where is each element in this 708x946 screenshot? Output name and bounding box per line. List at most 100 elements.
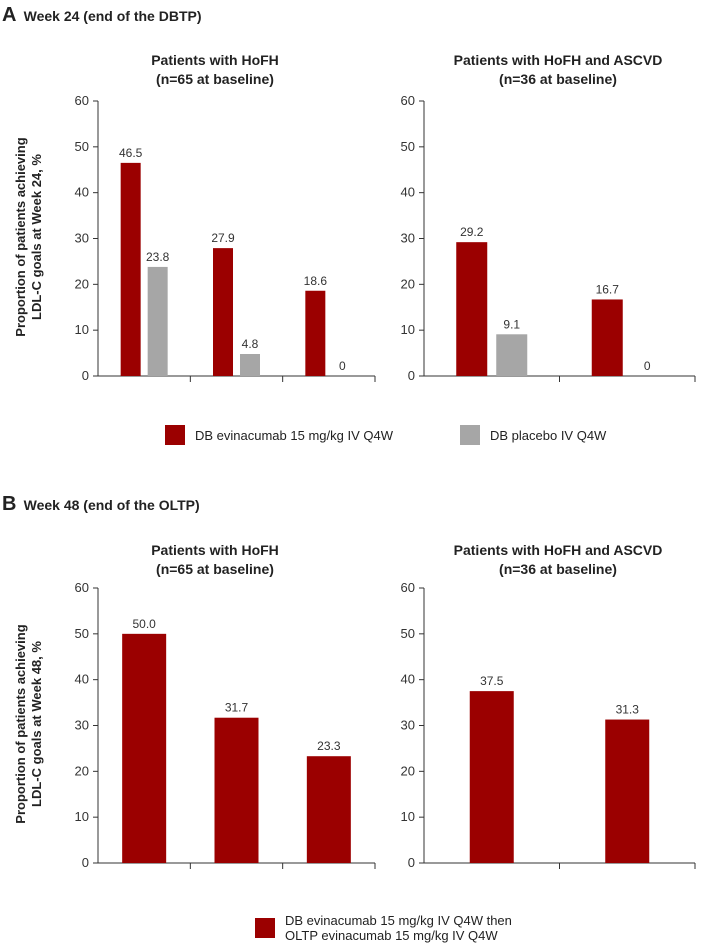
bar (469, 691, 514, 863)
legend-a-item-placebo: DB placebo IV Q4W (460, 425, 606, 445)
bar (591, 299, 623, 376)
bar (120, 162, 141, 376)
chart-a-right: 0 10 20 30 40 50 60 29.2 9.1 <70 mg/dL 16.7 0 <55 mg… (401, 93, 696, 390)
y-tick-label: 50 (401, 139, 415, 154)
legend-a-label-evinacumab: DB evinacumab 15 mg/kg IV Q4W (195, 427, 393, 443)
legend-a-2: DB placebo IV Q4W (460, 425, 606, 448)
panel-a-left-title-line2: (n=65 at baseline) (156, 71, 274, 87)
y-tick-label: 30 (401, 718, 415, 733)
panel-b-left-title-line2: (n=65 at baseline) (156, 561, 274, 577)
bar (496, 334, 528, 376)
panel-a-right-title-line1: Patients with HoFH and ASCVD (453, 52, 663, 68)
data-label: 46.5 (119, 146, 143, 160)
x-category-label: <70 mg/dL (204, 875, 269, 877)
y-tick-label: 20 (401, 276, 415, 291)
panel-b-left-title-line1: Patients with HoFH (151, 542, 279, 558)
y-tick-label: 0 (408, 855, 415, 870)
panel-b-right-title-line2: (n=36 at baseline) (499, 561, 617, 577)
legend-a-item-evinacumab: DB evinacumab 15 mg/kg IV Q4W (165, 425, 393, 445)
x-category-label: <55 mg/dL (296, 875, 361, 877)
y-tick-label: 30 (75, 231, 89, 246)
legend-b-label: DB evinacumab 15 mg/kg IV Q4W then OLTP … (285, 913, 512, 943)
data-label: 16.7 (596, 282, 620, 296)
section-a-header: A Week 24 (end of the DBTP) (2, 4, 202, 27)
y-tick-label: 60 (75, 93, 89, 108)
bar (305, 290, 326, 376)
section-a-letter: A (2, 4, 17, 26)
y-tick-label: 0 (82, 368, 89, 383)
data-label: 37.5 (480, 674, 504, 688)
y-tick-label: 40 (75, 672, 89, 687)
panel-a-right-title: Patients with HoFH and ASCVD (n=36 at ba… (418, 51, 698, 89)
y-tick-label: 40 (401, 185, 415, 200)
x-category-label: <70 mg/dL (459, 875, 524, 877)
y-tick-label: 20 (75, 276, 89, 291)
legend-b-label-line1: DB evinacumab 15 mg/kg IV Q4W then (285, 913, 512, 928)
y-tick-label: 50 (75, 626, 89, 641)
panel-b-right-title-line1: Patients with HoFH and ASCVD (453, 542, 663, 558)
y-tick-label: 60 (401, 93, 415, 108)
legend-a-label-placebo: DB placebo IV Q4W (490, 427, 607, 443)
section-b-y-axis-label-line1: Proportion of patients achieving (13, 624, 28, 824)
section-a-y-axis-label-line1: Proportion of patients achieving (13, 137, 28, 337)
panel-b-left-title: Patients with HoFH (n=65 at baseline) (95, 541, 335, 579)
bar (214, 717, 259, 863)
y-tick-label: 50 (401, 626, 415, 641)
data-label: 29.2 (460, 225, 484, 239)
y-tick-label: 50 (75, 139, 89, 154)
bar (147, 266, 168, 376)
data-label: 50.0 (132, 617, 156, 631)
data-label: 4.8 (242, 337, 259, 351)
bar (213, 248, 233, 376)
legend-a: DB evinacumab 15 mg/kg IV Q4W (165, 425, 393, 448)
bar (456, 242, 488, 376)
y-tick-label: 60 (401, 580, 415, 595)
bar (605, 719, 650, 863)
x-category-label: <55 mg/dL (595, 875, 660, 877)
data-label: 31.7 (225, 701, 249, 715)
x-category-label: <100 mg/dL (108, 875, 180, 877)
bar (306, 756, 351, 863)
y-tick-label: 60 (75, 580, 89, 595)
data-label: 18.6 (304, 274, 328, 288)
data-label: 9.1 (503, 317, 520, 331)
x-category-label: <100 mg/dL (108, 388, 180, 390)
x-category-label: <55 mg/dL (595, 388, 660, 390)
panel-a-right-title-line2: (n=36 at baseline) (499, 71, 617, 87)
x-category-label: <70 mg/dL (459, 388, 524, 390)
chart-b-right: 0 10 20 30 40 50 60 37.5 <70 mg/dL 31.3 <55 mg/dL (401, 580, 696, 877)
y-tick-label: 0 (408, 368, 415, 383)
y-tick-label: 30 (401, 231, 415, 246)
chart-b-left: 0 10 20 30 40 50 60 50.0 <100 mg/dL 31.7 <70 mg/dL… (75, 580, 376, 877)
chart-a-left: 0 10 20 30 40 50 60 46.5 23.8 <100 mg/dL 27.9 4.8 <7… (75, 93, 376, 390)
legend-b-item-evinacumab: DB evinacumab 15 mg/kg IV Q4W then OLTP … (255, 913, 512, 943)
legend-b-label-line2: OLTP evinacumab 15 mg/kg IV Q4W (285, 928, 498, 943)
y-tick-label: 30 (75, 718, 89, 733)
section-b-header: B Week 48 (end of the OLTP) (2, 493, 200, 516)
section-a-title: Week 24 (end of the DBTP) (23, 8, 202, 24)
section-a-y-axis-label: Proportion of patients achieving LDL-C g… (13, 117, 47, 357)
y-tick-label: 40 (75, 185, 89, 200)
panel-a-left-title: Patients with HoFH (n=65 at baseline) (95, 51, 335, 89)
data-label: 27.9 (211, 231, 235, 245)
legend-b: DB evinacumab 15 mg/kg IV Q4W then OLTP … (255, 913, 512, 943)
y-tick-label: 0 (82, 855, 89, 870)
panel-a-left-title-line1: Patients with HoFH (151, 52, 279, 68)
section-b-y-axis-label: Proportion of patients achieving LDL-C g… (13, 604, 47, 844)
bar (240, 354, 260, 376)
panel-b-right-title: Patients with HoFH and ASCVD (n=36 at ba… (418, 541, 698, 579)
section-b-letter: B (2, 493, 17, 515)
y-tick-label: 40 (401, 672, 415, 687)
legend-a-swatch-placebo (460, 425, 480, 445)
y-tick-label: 20 (401, 763, 415, 778)
bar (122, 633, 167, 863)
data-label: 0 (644, 359, 651, 373)
data-label: 0 (339, 359, 346, 373)
data-label: 23.3 (317, 739, 341, 753)
data-label: 23.8 (146, 250, 170, 264)
x-category-label: <70 mg/dL (204, 388, 269, 390)
y-tick-label: 10 (75, 809, 89, 824)
section-a-y-axis-label-line2: LDL-C goals at Week 24, % (29, 154, 44, 320)
y-tick-label: 10 (401, 809, 415, 824)
y-tick-label: 20 (75, 763, 89, 778)
